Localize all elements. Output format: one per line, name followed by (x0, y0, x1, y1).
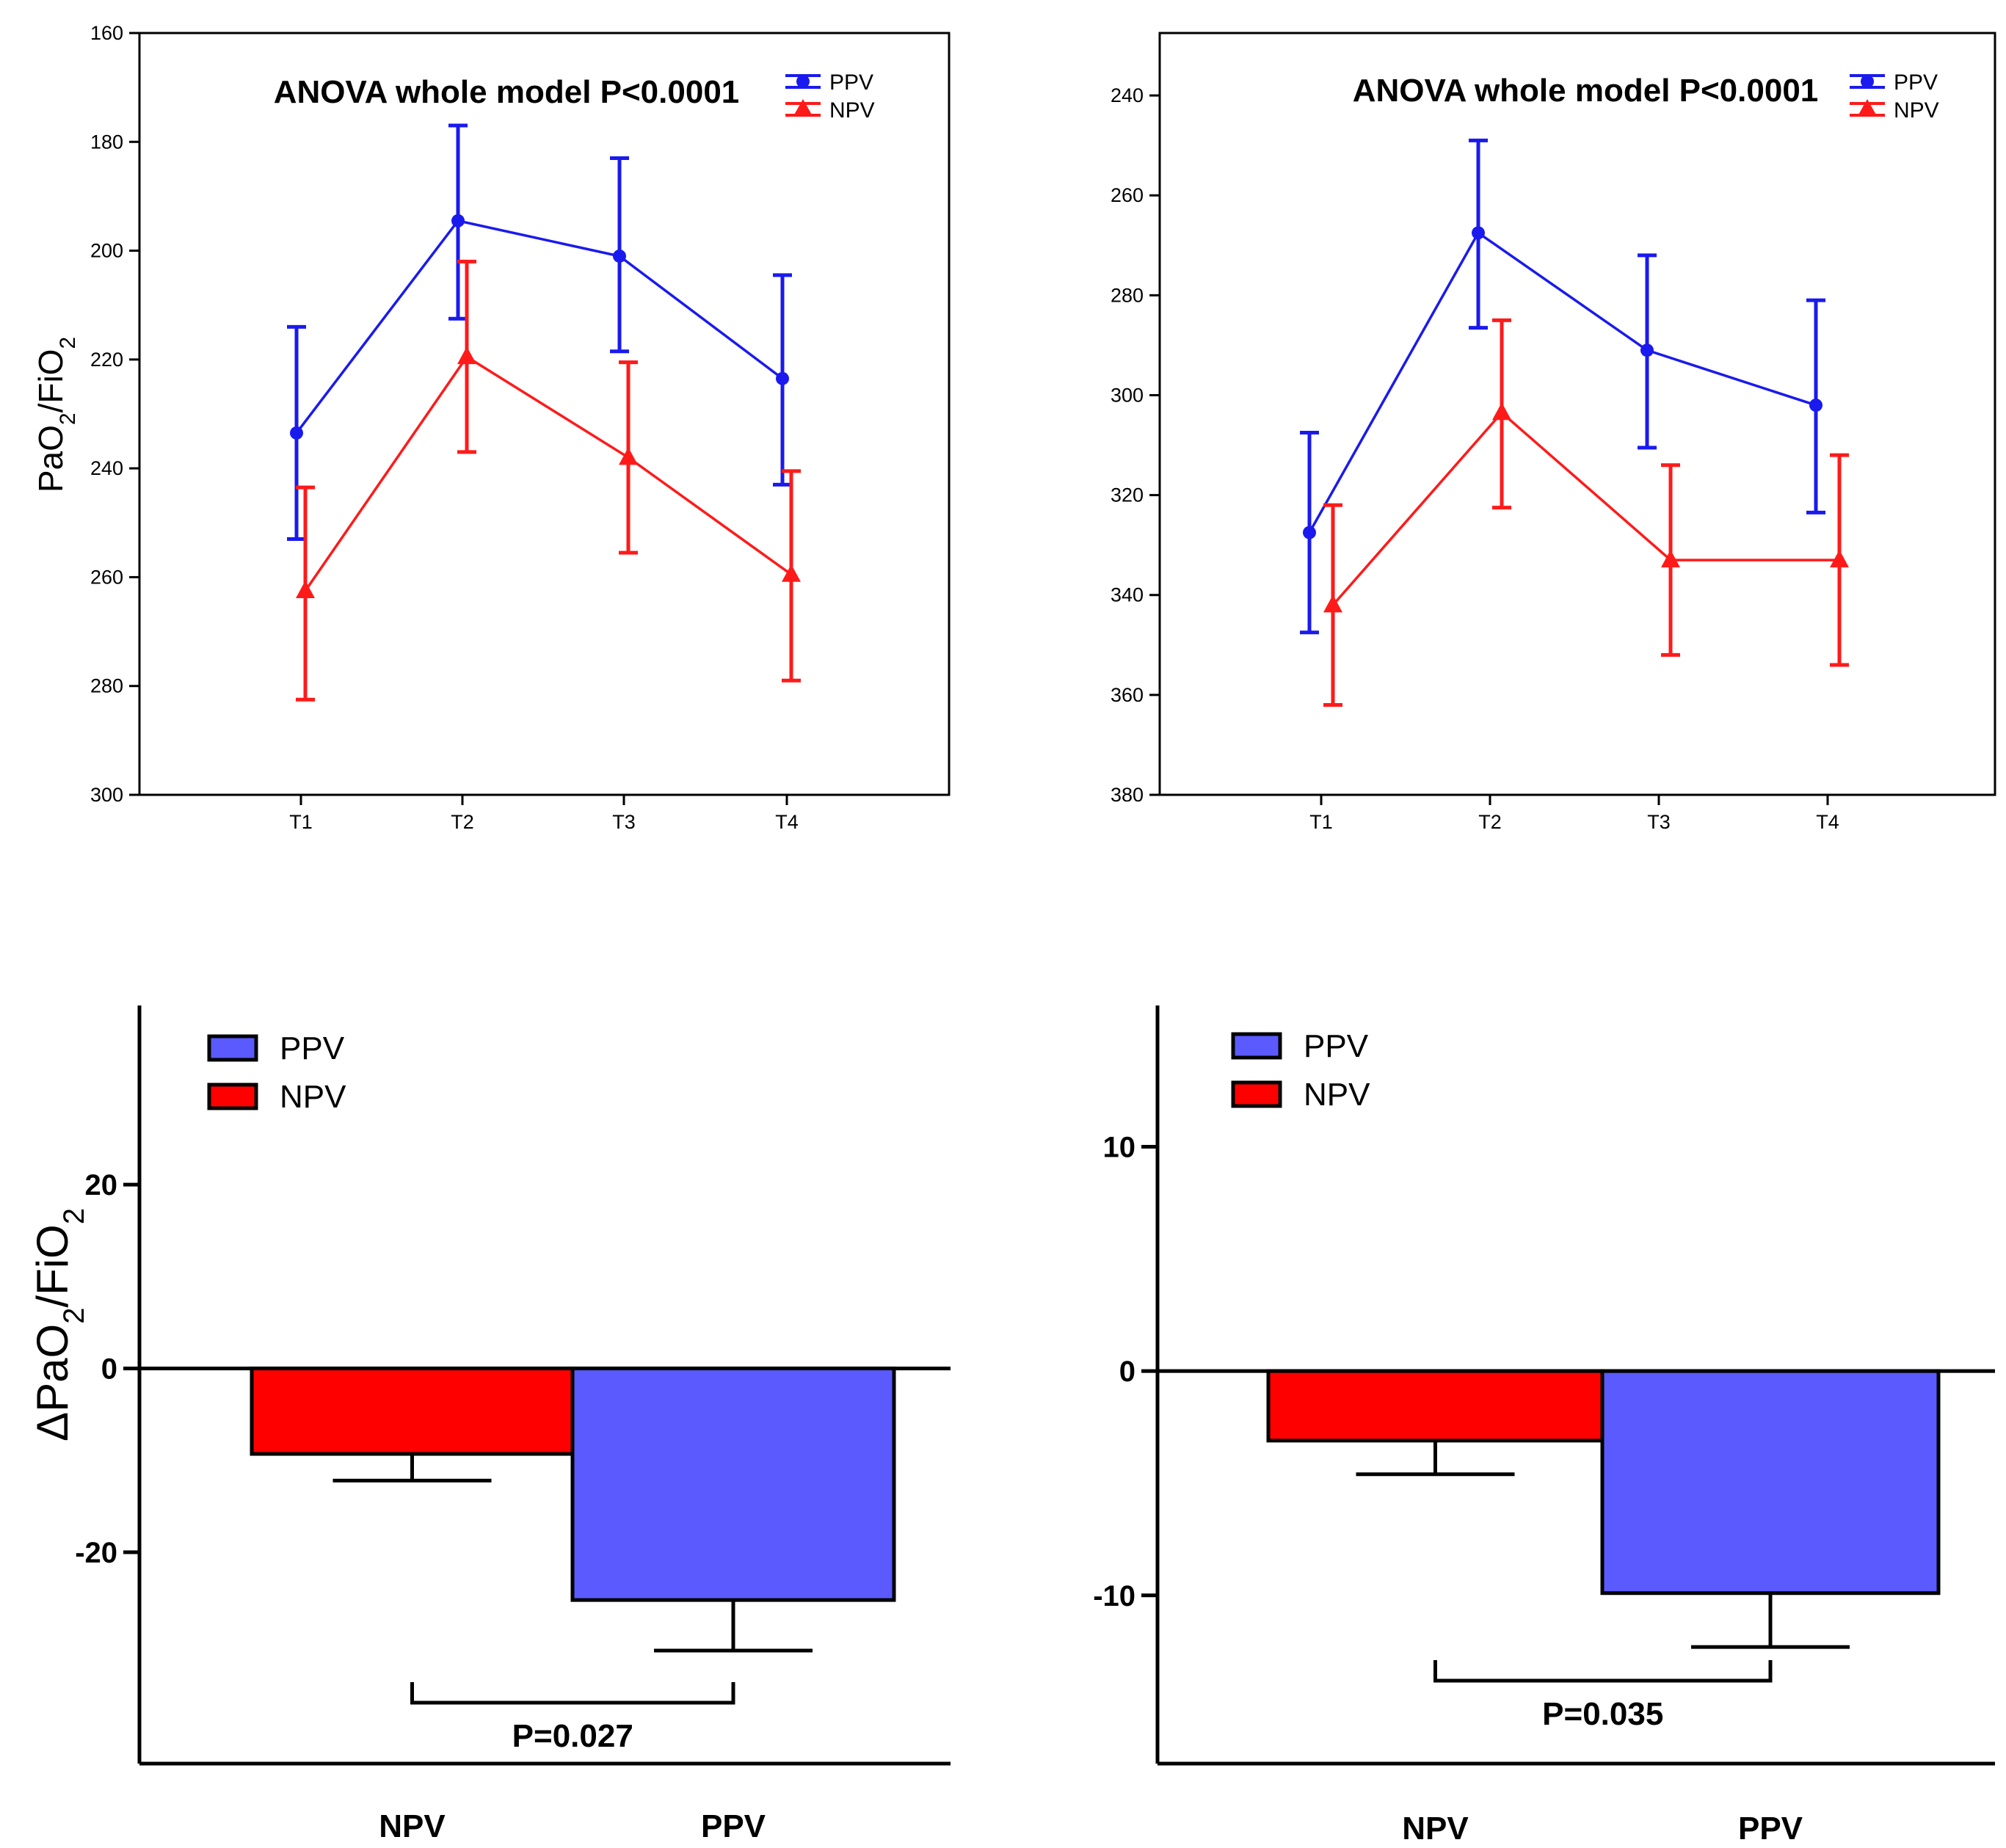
x-category-label: NPV (1402, 1811, 1469, 1847)
ylabel-bottom: ΔPaO2/FiO2 (28, 1208, 90, 1441)
ylabel-top: PaO2/FiO2 (32, 337, 80, 492)
y-tick-label: 300 (90, 784, 123, 806)
x-tick-label: T1 (289, 811, 313, 833)
y-tick-label: 220 (90, 349, 123, 371)
y-tick-label: 10 (1103, 1132, 1136, 1164)
legend-label: PPV (1304, 1028, 1369, 1064)
data-point-npv (782, 564, 801, 582)
series-line-ppv (295, 219, 784, 434)
significance-label: P=0.035 (1542, 1696, 1663, 1732)
y-tick-label: -10 (1093, 1580, 1135, 1612)
x-tick-label: T3 (1647, 811, 1671, 833)
data-point-npv (1323, 594, 1342, 613)
plot-frame (138, 32, 951, 796)
y-tick-label: 340 (1111, 584, 1144, 606)
data-point-ppv (451, 214, 465, 228)
x-tick-label: T4 (775, 811, 799, 833)
x-category-label: PPV (1738, 1811, 1803, 1847)
data-point-ppv (776, 371, 789, 385)
y-tick-label: 180 (90, 131, 123, 153)
legend-label: NPV (1304, 1077, 1370, 1113)
x-tick-label: T1 (1309, 811, 1333, 833)
y-tick-label: 240 (90, 457, 123, 479)
legend-label: NPV (280, 1079, 346, 1115)
bar-ppv (1600, 1369, 1941, 1596)
bar-ppv (570, 1367, 896, 1602)
y-tick-label: 260 (1111, 184, 1144, 206)
x-tick-label: T2 (1478, 811, 1502, 833)
y-tick-label: 240 (1111, 84, 1144, 106)
legend-marker-ppv (1861, 75, 1874, 88)
series-line-npv (304, 354, 793, 592)
legend-swatch (1231, 1080, 1282, 1108)
data-point-ppv (1472, 226, 1485, 240)
data-point-ppv (1640, 343, 1654, 357)
bar-npv (250, 1367, 575, 1456)
y-tick-label: 280 (90, 675, 123, 697)
anova-annotation: ANOVA whole model P<0.0001 (274, 74, 740, 110)
y-tick-label: 200 (90, 240, 123, 262)
series-line-ppv (1308, 230, 1817, 534)
data-point-npv (457, 346, 476, 365)
y-tick-label: 320 (1111, 484, 1144, 506)
bar-chart-left: -20 0 20 NPV PPV P=0.027 PPV NPV (75, 1005, 951, 1844)
y-tick-label: 300 (1111, 384, 1144, 406)
y-tick-label: 380 (1111, 784, 1144, 806)
line-chart-left: 160 180 200 220 240 260 280 300 T1 T2 T3 T4 ANOVA wh… (90, 22, 951, 833)
legend-marker-ppv (796, 75, 810, 88)
x-category-label: NPV (379, 1808, 446, 1844)
x-category-label: PPV (701, 1808, 766, 1844)
legend-swatch (207, 1083, 258, 1110)
legend-marker-npv (1858, 99, 1877, 116)
data-point-ppv (1303, 525, 1316, 539)
y-tick-label: 160 (90, 22, 123, 44)
legend-label: NPV (829, 98, 875, 123)
significance-bracket (410, 1682, 735, 1705)
y-tick-label: 280 (1111, 284, 1144, 306)
legend-swatch (207, 1034, 258, 1062)
significance-bracket (1433, 1660, 1773, 1683)
legend-swatch (1231, 1032, 1282, 1060)
data-point-npv (1492, 402, 1511, 421)
legend-label: PPV (1894, 70, 1938, 95)
legend-label: NPV (1894, 98, 1939, 123)
bar-npv (1266, 1369, 1605, 1443)
plot-frame (1158, 32, 1996, 796)
anova-annotation: ANOVA whole model P<0.0001 (1353, 73, 1819, 109)
significance-label: P=0.027 (512, 1718, 633, 1754)
bar-chart-right: -10 0 10 NPV PPV P=0.035 PPV NPV (1093, 1005, 1995, 1847)
data-point-ppv (613, 249, 626, 263)
y-tick-label: 360 (1111, 684, 1144, 706)
x-tick-label: T2 (451, 811, 474, 833)
y-tick-label: 260 (90, 566, 123, 588)
y-tick-label: 0 (101, 1353, 117, 1386)
x-tick-label: T4 (1816, 811, 1839, 833)
data-point-ppv (1809, 399, 1823, 412)
data-point-npv (619, 447, 638, 465)
y-tick-label: 0 (1119, 1356, 1135, 1388)
y-tick-label: -20 (75, 1537, 117, 1569)
data-point-npv (1830, 550, 1849, 568)
data-point-npv (1661, 550, 1680, 568)
legend-label: PPV (280, 1030, 345, 1066)
y-tick-label: 20 (85, 1169, 118, 1201)
data-point-ppv (290, 426, 303, 440)
series-line-npv (1331, 410, 1839, 606)
data-point-npv (296, 580, 315, 598)
line-chart-right: 240 260 280 300 320 340 360 380 T1 T2 T3 T4 ANOVA wh… (1111, 32, 1996, 833)
legend-label: PPV (829, 70, 873, 95)
legend-marker-npv (793, 99, 813, 116)
x-tick-label: T3 (612, 811, 636, 833)
